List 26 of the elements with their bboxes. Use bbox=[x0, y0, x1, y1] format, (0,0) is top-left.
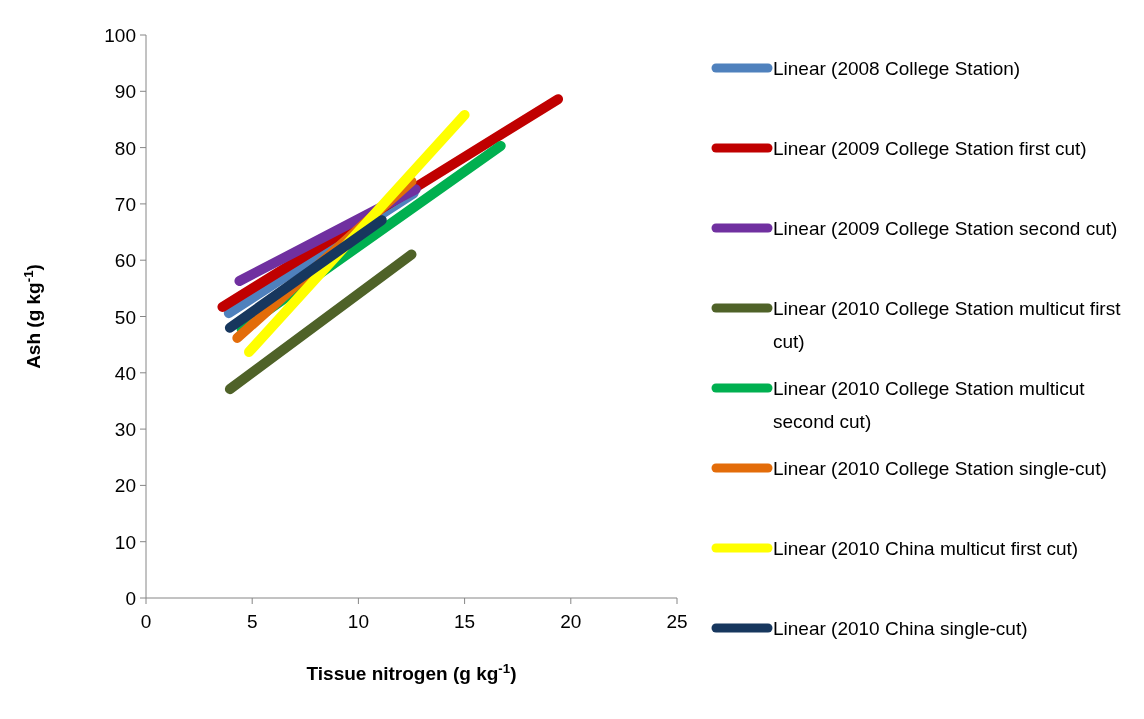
y-tick-label: 80 bbox=[114, 137, 136, 159]
legend-label: Linear (2008 College Station) bbox=[773, 58, 1021, 79]
y-tick-label: 10 bbox=[114, 531, 136, 553]
y-tick-label: 50 bbox=[114, 306, 136, 328]
y-tick-label: 20 bbox=[114, 475, 136, 497]
legend-label: Linear (2010 College Station multicut second cut) bbox=[773, 378, 1086, 432]
legend-label: Linear (2009 College Station first cut) bbox=[773, 138, 1087, 159]
y-tick-label: 40 bbox=[114, 362, 136, 384]
legend-label: Linear (2010 College Station multicut first cut) bbox=[773, 298, 1122, 352]
legend-label: Linear (2010 China single-cut) bbox=[773, 618, 1028, 639]
y-tick-label: 70 bbox=[114, 193, 136, 215]
x-tick-label: 0 bbox=[140, 611, 152, 632]
x-tick-label: 5 bbox=[246, 611, 258, 632]
x-tick-label: 25 bbox=[666, 611, 688, 632]
x-tick-label: 15 bbox=[454, 611, 476, 632]
legend-label: Linear (2010 College Station single-cut) bbox=[773, 458, 1107, 479]
y-tick-label: 30 bbox=[114, 419, 136, 441]
y-tick-label: 0 bbox=[125, 588, 136, 609]
y-tick-label: 100 bbox=[104, 25, 136, 46]
y-tick-label: 90 bbox=[114, 81, 136, 103]
x-axis-title: Tissue nitrogen (g kg$^{-1}$) bbox=[306, 660, 517, 684]
legend-label: Linear (2010 China multicut first cut) bbox=[773, 538, 1079, 559]
x-tick-label: 10 bbox=[347, 611, 369, 632]
y-tick-label: 60 bbox=[114, 250, 136, 272]
legend-label: Linear (2009 College Station second cut) bbox=[773, 218, 1118, 239]
x-tick-label: 20 bbox=[560, 611, 582, 632]
